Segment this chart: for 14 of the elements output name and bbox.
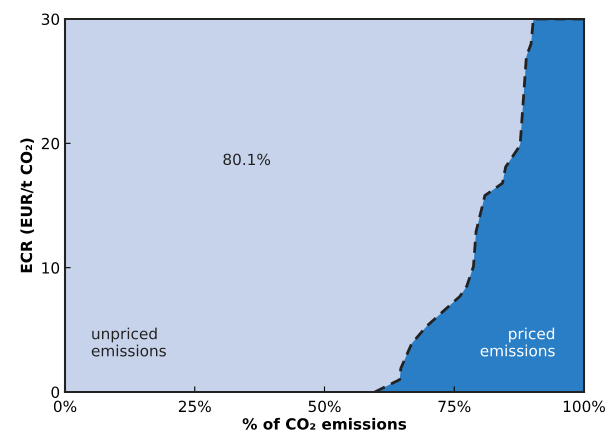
x-tick-label: 100% [564,400,605,412]
y-tick-label: 0 [51,386,60,398]
annotation: 80.1% [223,154,270,166]
x-tick-label: 50% [308,400,341,412]
y-tick-label: 20 [42,138,60,150]
y-tick-label: 10 [42,262,60,274]
x-axis-title: % of CO₂ emissions [242,418,406,430]
x-tick-label: 25% [178,400,211,412]
annotation: unpriced emissions [92,328,166,356]
annotation: priced emissions [480,328,555,356]
x-tick-label: 0% [54,400,76,412]
y-tick-label: 30 [42,13,60,26]
x-tick-label: 75% [438,400,470,412]
y-axis-title: ECR (EUR/t CO₂) [20,138,34,272]
